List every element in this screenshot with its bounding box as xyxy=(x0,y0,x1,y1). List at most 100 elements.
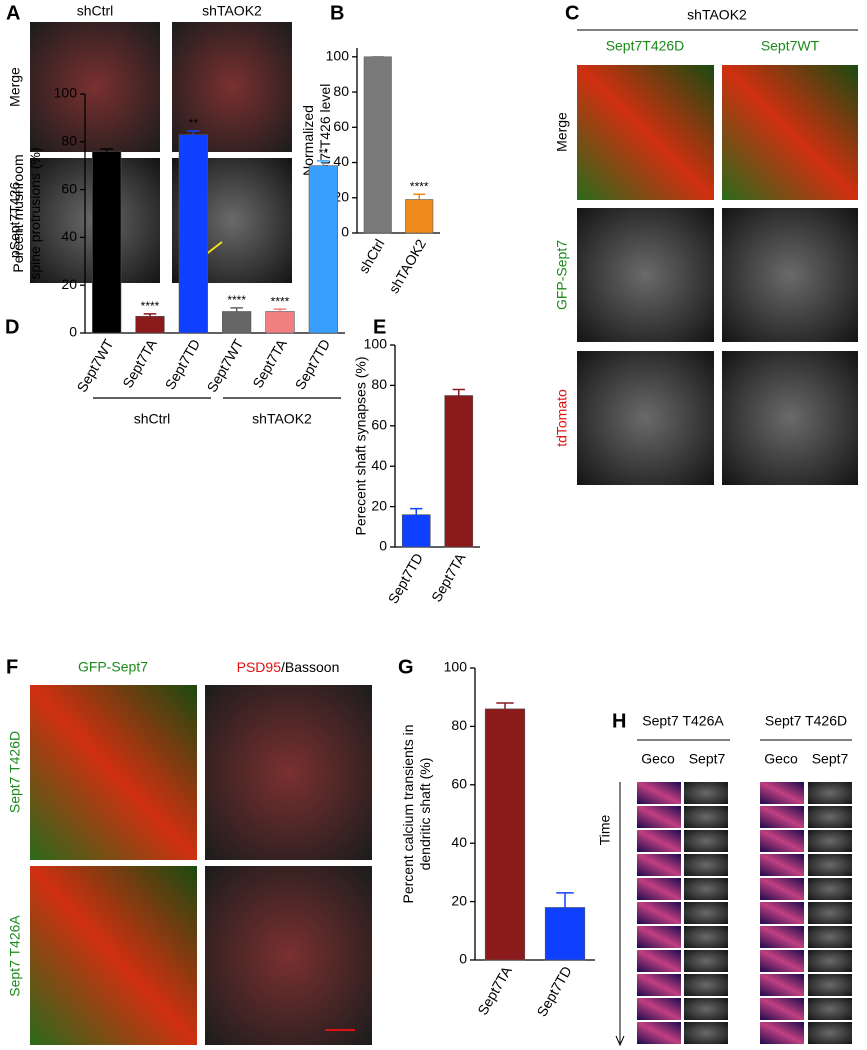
frame xyxy=(684,782,728,804)
y-tick-label: 100 xyxy=(54,85,78,101)
frame xyxy=(684,926,728,948)
bar xyxy=(265,311,295,334)
frame xyxy=(760,830,804,852)
frame xyxy=(637,782,681,804)
column-label: shCtrl xyxy=(77,3,114,19)
frame xyxy=(760,782,804,804)
error-bar xyxy=(187,130,200,135)
column-label: shTAOK2 xyxy=(202,3,262,19)
y-axis-label: Percent mushroom xyxy=(10,154,26,272)
frame xyxy=(637,902,681,924)
x-tick-label: Sept7TD xyxy=(162,336,203,392)
micrograph xyxy=(30,685,197,860)
micrograph xyxy=(722,351,858,485)
bar xyxy=(401,514,431,548)
frame xyxy=(637,926,681,948)
time-arrowhead xyxy=(615,1035,625,1047)
frame xyxy=(760,806,804,828)
y-axis-label: Perecent shaft synapses (%) xyxy=(353,357,369,536)
frame xyxy=(684,830,728,852)
y-tick-label: 100 xyxy=(364,336,388,352)
panel-label: G xyxy=(398,656,414,678)
error-bar xyxy=(317,160,330,166)
error-bar xyxy=(230,307,243,312)
panel-label: H xyxy=(612,710,626,732)
x-tick-label: Sept7WT xyxy=(73,336,116,395)
subcolumn-label: Sept7 xyxy=(812,751,849,767)
frame xyxy=(637,878,681,900)
significance-label: ** xyxy=(319,146,329,160)
bar xyxy=(363,56,392,234)
frame xyxy=(637,854,681,876)
bar xyxy=(92,151,122,334)
x-tick-label: Sept7TD xyxy=(533,963,574,1019)
frame xyxy=(637,998,681,1020)
column-label: Sept7T426D xyxy=(606,38,685,54)
significance-label: **** xyxy=(141,299,160,313)
frame-grid xyxy=(637,782,852,1044)
y-tick-label: 40 xyxy=(61,228,77,244)
error-bar xyxy=(273,308,287,312)
column-label-part: /Bassoon xyxy=(281,659,339,675)
frame xyxy=(684,806,728,828)
group-label: shCtrl xyxy=(134,411,171,427)
y-tick-label: 60 xyxy=(61,180,77,196)
bar xyxy=(178,134,208,334)
significance-label: **** xyxy=(410,179,429,193)
y-axis-label: spine protrusions (%) xyxy=(27,147,43,279)
frame xyxy=(760,902,804,924)
frame xyxy=(760,1022,804,1044)
frame xyxy=(637,806,681,828)
frame xyxy=(637,974,681,996)
y-tick-label: 100 xyxy=(444,659,468,675)
x-tick-label: Sept7WT xyxy=(203,336,246,395)
micrograph xyxy=(577,208,714,342)
y-tick-label: 80 xyxy=(61,133,77,149)
frame xyxy=(637,1022,681,1044)
x-tick-label: Sept7TD xyxy=(292,336,333,392)
frame xyxy=(808,902,852,924)
row-label: Sept7 T426A xyxy=(7,915,23,997)
row-label: Merge xyxy=(554,112,570,152)
y-tick-label: 40 xyxy=(451,834,467,850)
micrograph xyxy=(722,65,858,200)
row-label: GFP-Sept7 xyxy=(554,240,570,310)
error-bar xyxy=(100,148,113,152)
frame xyxy=(760,998,804,1020)
frame xyxy=(808,950,852,972)
y-tick-label: 0 xyxy=(379,538,387,554)
frame xyxy=(808,878,852,900)
frame xyxy=(808,998,852,1020)
bar xyxy=(544,907,586,961)
error-bar xyxy=(452,388,465,396)
frame xyxy=(760,854,804,876)
frame xyxy=(760,878,804,900)
y-tick-label: 0 xyxy=(459,951,467,967)
subcolumn-label: Geco xyxy=(764,751,798,767)
subcolumn-label: Geco xyxy=(641,751,675,767)
x-tick-label: Sept7TA xyxy=(119,336,160,391)
bar xyxy=(135,315,165,334)
bar xyxy=(222,311,252,334)
frame xyxy=(684,854,728,876)
micrograph xyxy=(205,685,372,860)
significance-label: **** xyxy=(227,293,246,307)
y-tick-label: 20 xyxy=(61,276,77,292)
x-tick-label: Sept7TA xyxy=(428,550,469,605)
frame xyxy=(808,806,852,828)
y-tick-label: 60 xyxy=(333,118,349,134)
y-axis-label: Percent calcium transients in xyxy=(400,725,416,904)
micrograph xyxy=(577,351,714,485)
error-bar xyxy=(496,702,514,709)
micrograph xyxy=(722,208,858,342)
bar xyxy=(484,708,526,961)
panel-label: F xyxy=(6,656,18,678)
subcolumn-label: Sept7 xyxy=(689,751,726,767)
column-label: Sept7 T426A xyxy=(642,713,724,729)
y-tick-label: 0 xyxy=(341,224,349,240)
y-axis-label: dendritic shaft (%) xyxy=(417,758,433,871)
frame xyxy=(808,854,852,876)
panel-label: E xyxy=(373,316,386,338)
panel-label: D xyxy=(5,316,19,338)
